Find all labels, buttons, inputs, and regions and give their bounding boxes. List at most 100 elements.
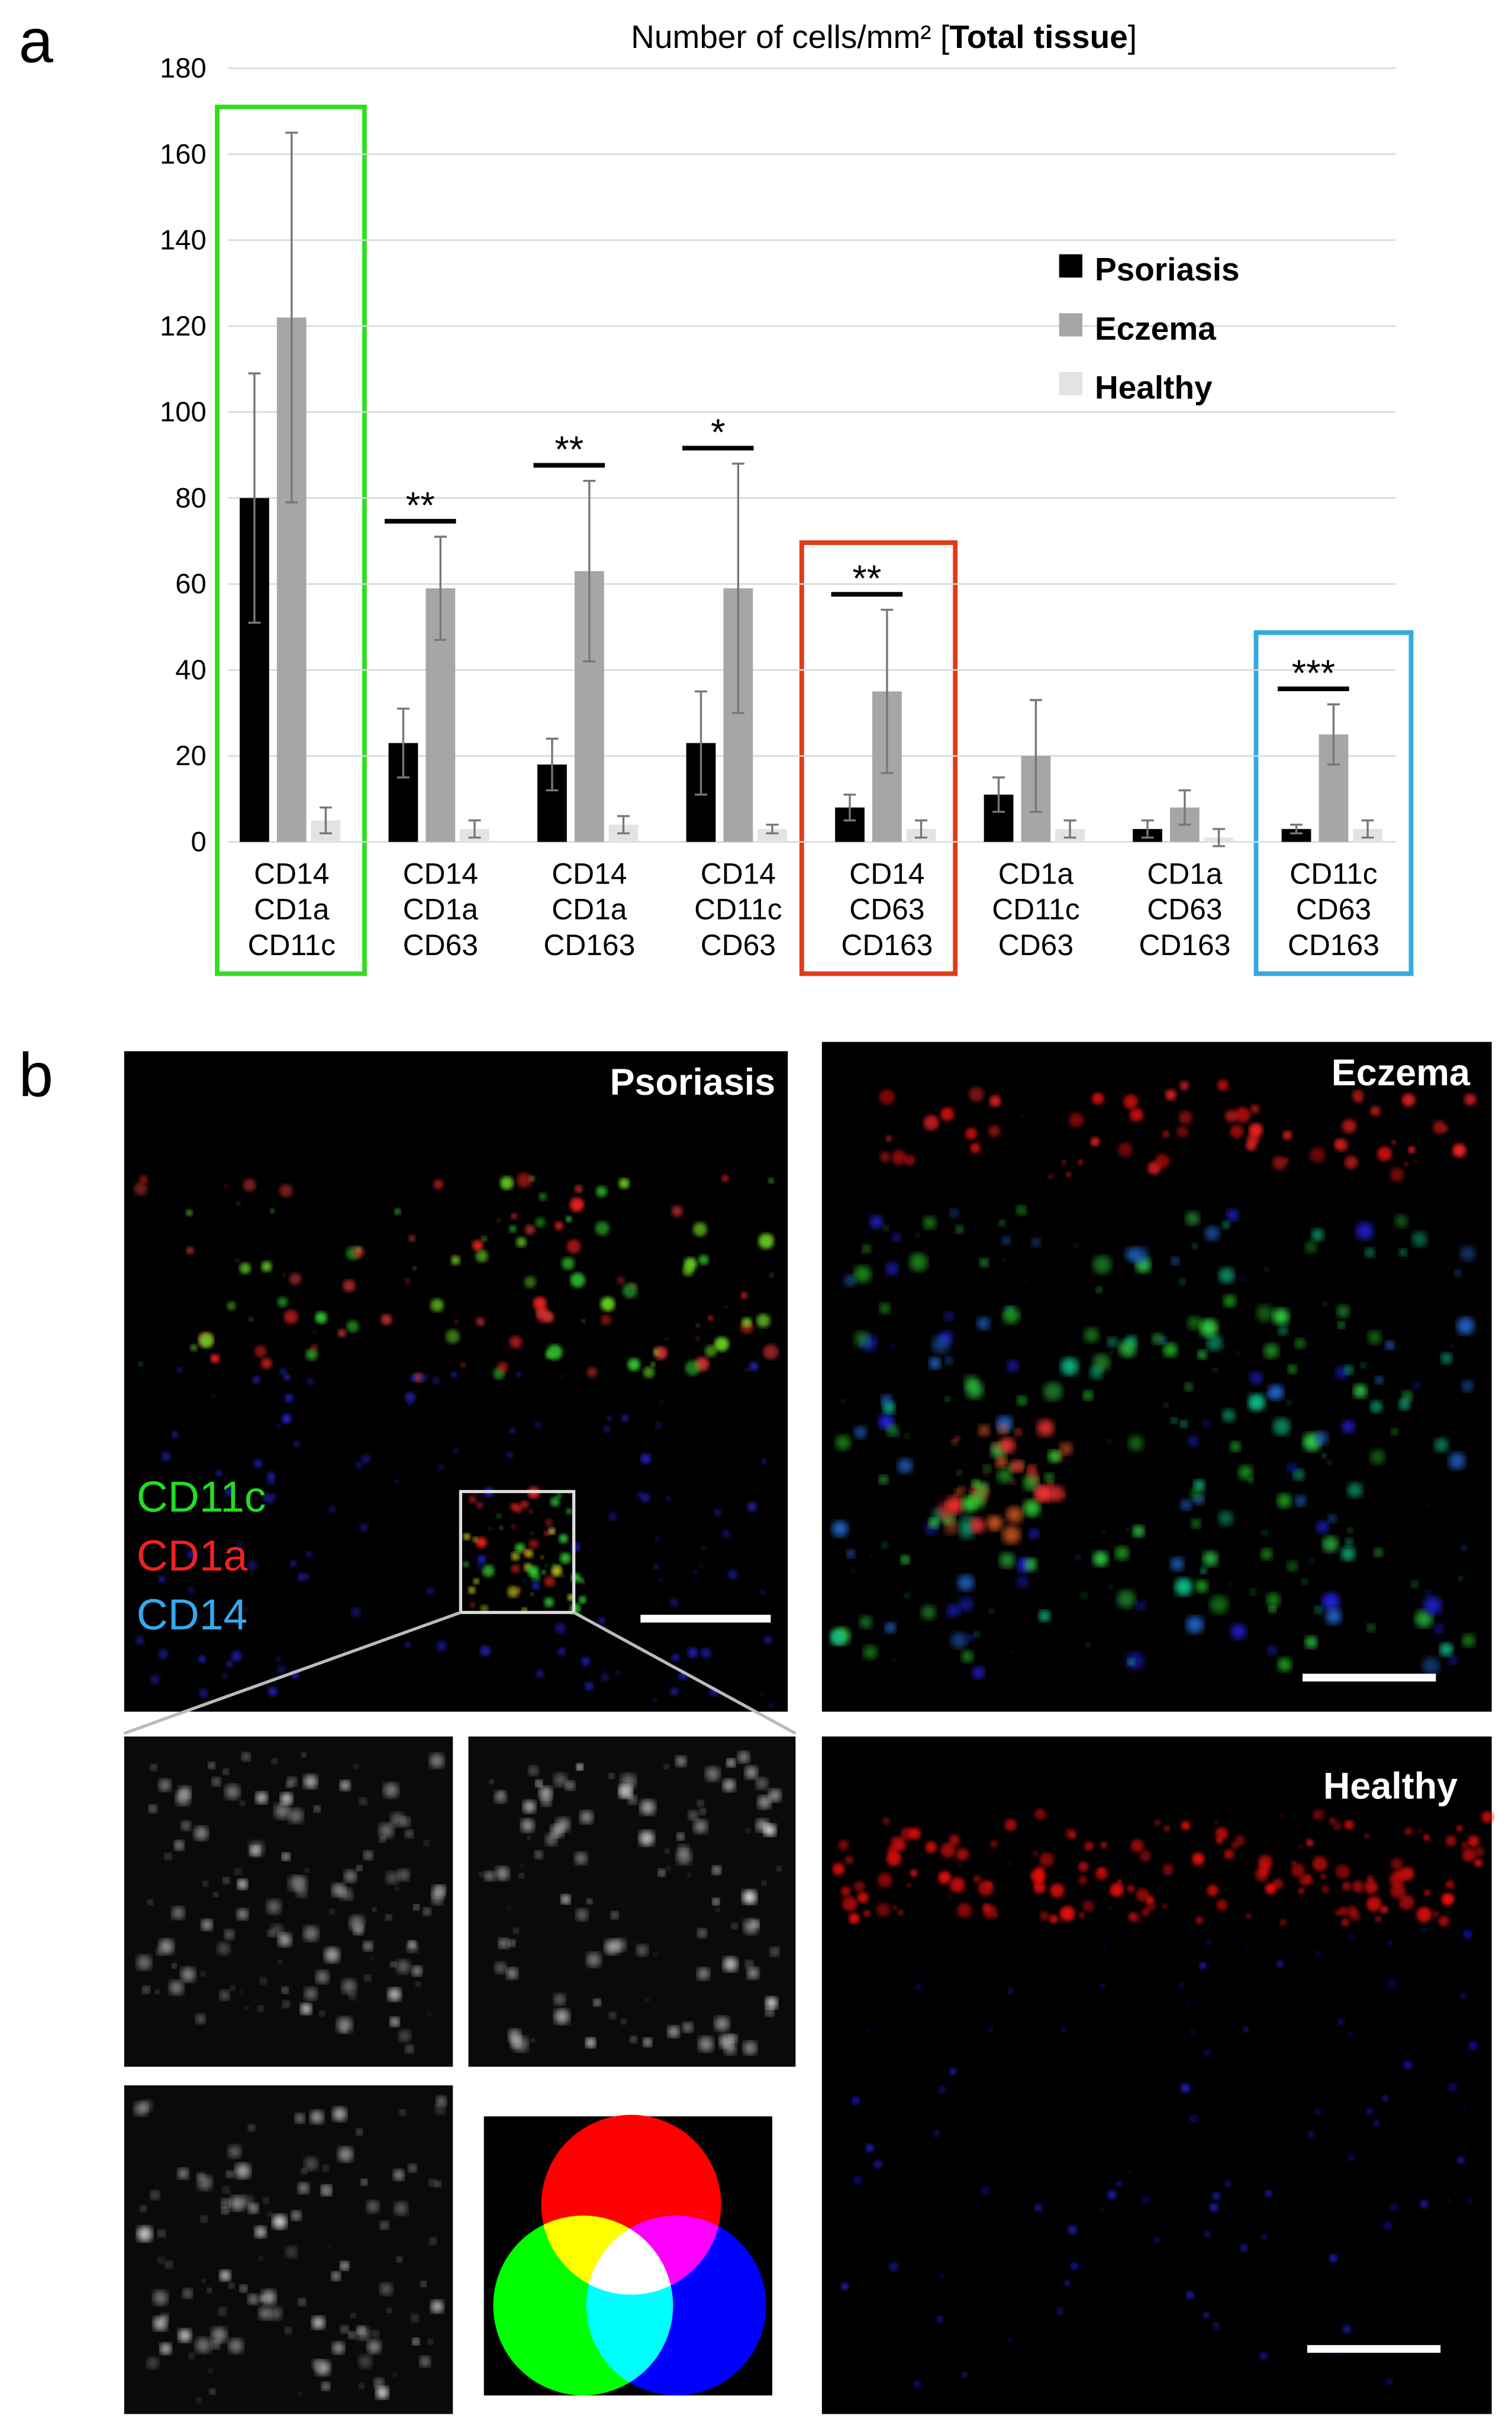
cell-blob (385, 1914, 392, 1921)
image-healthy (821, 1736, 1492, 2414)
cell-blob (1298, 1887, 1304, 1894)
channel-label: CD14 (137, 1591, 248, 1639)
cell-blob (511, 1552, 520, 1561)
cell-blob (1102, 1945, 1108, 1949)
cell-blob (236, 1542, 244, 1550)
cell-blob (881, 1542, 888, 1549)
cell-blob (866, 2143, 874, 2152)
cell-blob (701, 1648, 711, 1659)
cell-blob (1314, 1431, 1329, 1446)
cell-blob (958, 1597, 973, 1612)
cell-blob (156, 1948, 163, 1956)
cell-blob (1059, 1534, 1063, 1539)
cell-blob (276, 1665, 286, 1675)
cell-blob (1153, 2237, 1160, 2243)
cell-blob (1107, 1439, 1112, 1443)
cell-blob (239, 1262, 252, 1274)
cell-blob (1007, 1360, 1018, 1372)
cell-blob (1154, 1819, 1161, 1826)
cell-blob (575, 1852, 587, 1865)
cell-blob (134, 2102, 148, 2116)
cell-blob (1266, 1593, 1281, 1607)
cell-blob (237, 1908, 249, 1920)
cell-blob (576, 1908, 588, 1921)
cell-blob (240, 1800, 245, 1806)
cell-blob (747, 1502, 757, 1512)
cell-blob (832, 1863, 845, 1875)
cell-blob (562, 1574, 565, 1578)
cell-blob (280, 1368, 287, 1375)
cell-blob (388, 1988, 401, 2001)
cell-blob (418, 1373, 427, 1382)
cell-blob (1034, 2204, 1042, 2211)
cell-blob (854, 1426, 867, 1439)
bar (1281, 828, 1311, 842)
cell-blob (1412, 1231, 1427, 1247)
cell-blob (1044, 1472, 1055, 1483)
cell-blob (547, 1525, 553, 1531)
cell-blob (528, 1509, 533, 1514)
cell-blob (1398, 1398, 1410, 1410)
cell-blob (247, 1560, 257, 1571)
cell-blob (1458, 1576, 1463, 1581)
cell-blob (181, 1821, 191, 1831)
cell-blob (477, 1555, 486, 1564)
y-tick-label: 60 (175, 568, 206, 599)
cell-blob (363, 1850, 373, 1860)
cell-blob (990, 1840, 998, 1848)
cell-blob (147, 1900, 153, 1905)
cell-blob (381, 1314, 392, 1325)
cell-blob (183, 2288, 193, 2298)
cell-blob (915, 1233, 920, 1237)
cell-blob (998, 1220, 1005, 1227)
cell-blob (958, 1486, 966, 1494)
cell-blob (253, 1459, 263, 1468)
cell-blob (350, 2313, 356, 2319)
cell-blob (1279, 1813, 1283, 1817)
cell-blob (605, 1939, 620, 1955)
cell-blob (618, 1178, 630, 1189)
cell-blob (158, 1649, 168, 1659)
panel-label: b (19, 1040, 53, 1110)
cell-blob (135, 1636, 144, 1645)
cell-blob (904, 1154, 915, 1166)
cell-blob (1126, 1335, 1137, 1346)
cell-blob (1261, 1530, 1268, 1536)
cell-blob (355, 1462, 363, 1469)
cell-blob (1048, 1450, 1061, 1463)
cell-blob (516, 1237, 527, 1247)
cell-blob (1010, 1460, 1023, 1473)
cell-blob (351, 1607, 361, 1617)
cell-blob (223, 2186, 230, 2194)
cell-blob (1240, 1275, 1246, 1282)
cell-blob (1010, 1478, 1017, 1485)
cell-blob (1130, 1108, 1143, 1122)
cell-blob (956, 1848, 969, 1861)
cell-blob (1250, 1104, 1260, 1114)
cell-blob (282, 1414, 292, 1424)
cell-blob (174, 1840, 184, 1850)
cell-blob (1193, 1494, 1205, 1505)
cell-blob (305, 1574, 310, 1579)
cell-blob (945, 1520, 950, 1525)
cell-blob (481, 1236, 487, 1242)
cell-blob (978, 1880, 994, 1896)
legend-label: Eczema (1095, 310, 1216, 347)
cell-blob (1050, 1883, 1065, 1898)
cell-blob (360, 1454, 370, 1464)
cell-blob (1425, 1589, 1431, 1596)
cell-blob (1311, 1228, 1324, 1242)
cell-blob (608, 1513, 617, 1521)
cell-blob (372, 1907, 376, 1912)
cell-blob (1278, 1326, 1288, 1336)
cell-blob (1291, 1860, 1297, 1866)
cell-blob (1424, 1889, 1431, 1896)
cell-blob (1224, 1849, 1234, 1860)
cell-blob (186, 1549, 196, 1559)
cell-blob (506, 1968, 518, 1979)
cell-blob (878, 1873, 892, 1888)
cell-blob (579, 1577, 585, 1583)
cell-blob (1433, 1911, 1439, 1917)
cell-blob (187, 1586, 195, 1594)
cell-blob (1388, 1979, 1396, 1988)
